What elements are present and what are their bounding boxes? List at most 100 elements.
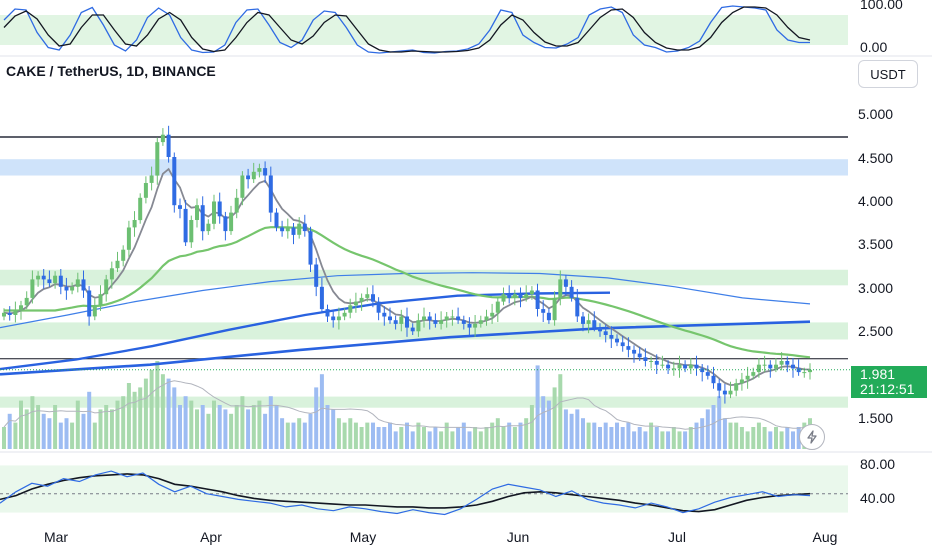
candle-body: [263, 168, 268, 176]
volume-bar: [416, 422, 421, 449]
stoch-tick-label: 0.00: [860, 39, 887, 55]
volume-bar: [739, 427, 744, 449]
volume-bar: [47, 418, 52, 449]
candle-body: [768, 364, 773, 369]
candle-body: [734, 383, 739, 391]
volume-bar: [251, 405, 256, 449]
candle-body: [183, 208, 188, 243]
candle-body: [586, 320, 591, 324]
volume-bar: [711, 405, 716, 449]
volume-bar: [796, 427, 801, 449]
volume-bar: [382, 427, 387, 449]
candle-body: [297, 223, 302, 235]
currency-button[interactable]: USDT: [858, 60, 918, 88]
candle-body: [660, 364, 665, 366]
candle-body: [603, 331, 608, 335]
volume-bar: [677, 431, 682, 449]
volume-bar: [217, 405, 222, 449]
candle-body: [172, 157, 177, 206]
volume-bar: [433, 427, 438, 449]
volume-bar: [92, 422, 97, 449]
candle-body: [251, 171, 256, 180]
candle-body: [632, 349, 637, 354]
candle-body: [688, 364, 693, 369]
candle-body: [410, 327, 415, 332]
candle-body: [285, 227, 290, 232]
volume-bar: [620, 427, 625, 449]
candle-body: [19, 305, 23, 311]
volume-bar: [444, 422, 449, 449]
candle-body: [427, 316, 432, 321]
volume-bar: [694, 422, 699, 449]
candle-body: [58, 275, 63, 287]
candle-body: [274, 212, 279, 228]
time-tick-label: Apr: [200, 529, 222, 545]
candle-body: [416, 320, 421, 332]
volume-bar: [172, 387, 177, 449]
volume-bar: [666, 431, 671, 449]
price-tick-label: 2.500: [858, 323, 893, 339]
candle-body: [376, 301, 381, 313]
candle-body: [382, 312, 387, 317]
volume-bar: [132, 391, 137, 449]
volume-bar: [115, 400, 120, 449]
volume-bar: [246, 409, 251, 449]
volume-bar: [64, 418, 69, 449]
candle-body: [371, 294, 375, 302]
candle-body: [546, 312, 551, 321]
candle-body: [501, 294, 506, 302]
candle-body: [365, 294, 370, 298]
osc-tick-label: 40.00: [860, 490, 895, 506]
candle-body: [439, 320, 444, 324]
volume-bar: [745, 431, 750, 449]
candle-body: [478, 320, 483, 324]
candle-body: [98, 294, 103, 306]
lightning-icon[interactable]: [799, 424, 825, 450]
volume-bar: [274, 405, 279, 449]
volume-bar: [58, 422, 63, 449]
candle-body: [234, 197, 239, 213]
candle-body: [399, 316, 404, 324]
volume-bar: [785, 427, 790, 449]
candle-body: [155, 142, 160, 176]
volume-bar: [24, 409, 29, 449]
candle-body: [178, 205, 182, 209]
osc-band: [0, 465, 848, 513]
price-pane: [0, 125, 932, 453]
volume-bar: [791, 431, 795, 449]
time-tick-label: Aug: [813, 529, 838, 545]
candle-body: [518, 294, 523, 298]
candle-body: [75, 279, 80, 287]
volume-bar: [70, 422, 75, 449]
volume-bar: [722, 418, 727, 449]
volume-bar: [30, 396, 35, 449]
volume-bar: [683, 431, 688, 449]
price-tick-label: 5.000: [858, 106, 893, 122]
volume-bar: [575, 409, 580, 449]
candle-body: [592, 320, 597, 328]
volume-bar: [751, 427, 756, 449]
osc-tick-label: 80.00: [860, 456, 895, 472]
volume-bar: [592, 422, 597, 449]
volume-bar: [495, 418, 500, 449]
candle-body: [512, 294, 517, 298]
volume-bar: [371, 422, 375, 449]
volume-bar: [501, 427, 506, 449]
candle-body: [615, 338, 619, 343]
ma-lower-line: [0, 320, 811, 376]
volume-bar: [512, 427, 517, 449]
candle-body: [484, 316, 489, 321]
volume-bar: [581, 418, 585, 449]
candle-body: [64, 286, 69, 291]
volume-bar: [155, 361, 160, 449]
volume-bar: [297, 418, 302, 449]
candle-body: [195, 205, 199, 220]
candle-body: [388, 316, 392, 321]
last-price: 1.981: [860, 366, 896, 382]
candle-body: [70, 286, 75, 291]
volume-bar: [643, 431, 648, 449]
volume-bar: [484, 427, 489, 449]
candle-body: [507, 294, 512, 298]
candle-body: [331, 316, 336, 321]
volume-bar: [546, 400, 551, 449]
